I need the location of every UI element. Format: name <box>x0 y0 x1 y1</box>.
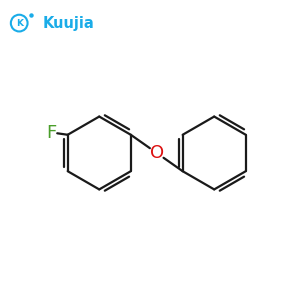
Text: O: O <box>150 144 164 162</box>
Text: F: F <box>46 124 56 142</box>
Text: Kuujia: Kuujia <box>43 16 94 31</box>
Text: K: K <box>16 19 23 28</box>
